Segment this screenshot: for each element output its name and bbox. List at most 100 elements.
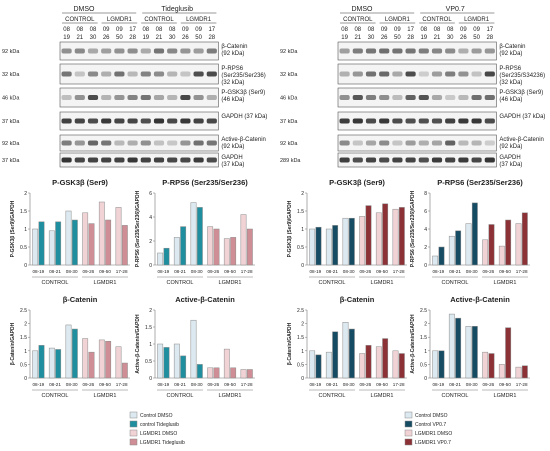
blot-band	[114, 95, 125, 100]
blot-drug-header: VP0.7	[446, 6, 465, 13]
blot-band	[379, 157, 390, 163]
bar-chart: Active-β-Catenin 0 0.5 1 1.5 2 Active-β-Cateni…	[135, 295, 255, 399]
blot-row-label: P-GSK3β (Ser9)	[221, 90, 265, 96]
x-tick-label: 09-26	[82, 269, 94, 274]
x-tick-label: 17-28	[116, 269, 128, 274]
bar-chart: P-RPS6 (Ser235/Ser236) 0 2 4 6 8 P-RPS6 (Ser23…	[410, 178, 530, 286]
y-tick-label: 2	[24, 191, 27, 197]
y-tick-label: 1	[301, 227, 304, 233]
blot-band	[471, 157, 482, 163]
bar-dmso	[65, 324, 72, 379]
blot-row-label: (Ser235/S34236)	[499, 73, 545, 79]
blot-membrane	[59, 134, 219, 152]
blot-band	[392, 157, 403, 163]
bar-chart: P-GSK3β (Ser9) 0 0.5 1 1.5 2 P-GSK3β (Ser9)/GA…	[10, 178, 130, 286]
bar-dmso	[465, 223, 472, 266]
blot-lane-label: 21	[434, 35, 441, 41]
blot-band	[484, 140, 495, 146]
blot-band	[153, 71, 165, 77]
bar-drug	[71, 219, 78, 266]
legend-label: LGMDR1 DMSO	[140, 431, 177, 437]
bar-drug	[315, 226, 322, 266]
y-tick-label: 1.5	[420, 335, 427, 341]
blot-band	[392, 95, 403, 100]
blot-band	[206, 118, 217, 124]
blot-band	[445, 95, 456, 100]
blot-membrane	[59, 111, 219, 131]
bar-dmso	[82, 212, 89, 266]
blot-band	[431, 48, 443, 54]
blot-lane-label: 09	[182, 27, 189, 33]
blot-band	[352, 157, 363, 163]
x-tick-label: 09-50	[499, 382, 511, 387]
blot-band	[193, 118, 204, 124]
blot-lane-label: 09	[460, 27, 467, 33]
x-tick-label: 08-30	[466, 269, 478, 274]
blot-lane-label: 30	[90, 35, 97, 41]
blot-lane-label: 19	[142, 35, 149, 41]
blot-band	[352, 118, 363, 124]
blot-lane-label: 08	[341, 27, 348, 33]
bar-drug	[471, 202, 478, 266]
blot-kda-marker: 92 kDa	[280, 49, 298, 55]
legend: Control DMSO control Tideglusib LGMDR1 DMS…	[129, 411, 185, 446]
y-tick-label: 2	[149, 308, 152, 314]
bar-drug	[455, 317, 462, 379]
x-tick-label: 08-30	[66, 269, 78, 274]
blot-band	[458, 71, 469, 77]
blot-band	[140, 140, 151, 146]
chart-title: Active-β-Catenin	[450, 295, 510, 304]
y-tick-label: 1.5	[20, 209, 27, 215]
blot-band	[193, 157, 204, 163]
blot-lane-label: 08	[447, 27, 454, 33]
bar-drug	[348, 217, 355, 266]
y-tick-label: 0	[424, 376, 427, 382]
blot-band	[140, 118, 151, 124]
y-axis-label: P-RPS6 (Ser235/Ser236)/GAPDH	[410, 190, 416, 267]
blot-lane-label: 08	[368, 27, 375, 33]
y-tick-label: 1	[24, 349, 27, 355]
y-tick-label: 1	[424, 349, 427, 355]
x-tick-label: 08-30	[343, 382, 355, 387]
blot-lane-label: 09	[394, 27, 401, 33]
group-label-lgmdr1: LGMDR1	[219, 280, 242, 286]
blot-kda-marker: 92 kDa	[280, 141, 298, 147]
y-tick-label: 0	[149, 376, 152, 382]
y-tick-label: 1	[24, 227, 27, 233]
legend: Control DMSO Control VP0.7 LGMDR1 DMSO LGMD…	[404, 411, 452, 446]
x-tick-label: 08-19	[32, 382, 44, 387]
blot-row-label: (92 kDa)	[499, 51, 522, 57]
blot-band	[379, 118, 390, 124]
bar-dmso	[207, 367, 214, 379]
bar-dmso	[498, 245, 505, 266]
blot-band	[114, 157, 125, 163]
blot-band	[392, 48, 403, 54]
x-tick-label: 09-26	[359, 382, 371, 387]
blot-membrane	[59, 152, 219, 168]
blot-lane-label: 28	[486, 35, 493, 41]
group-label-lgmdr1: LGMDR1	[219, 393, 242, 399]
group-label-control: CONTROL	[42, 280, 69, 286]
bar-drug	[71, 328, 78, 379]
blot-band	[180, 95, 191, 100]
bar-drug	[213, 228, 220, 266]
bar-drug	[382, 338, 389, 379]
x-tick-label: 09-26	[482, 382, 494, 387]
y-tick-label: 0.5	[20, 245, 27, 251]
blot-band	[471, 118, 482, 124]
group-label-control: CONTROL	[42, 393, 69, 399]
blot-band	[471, 71, 482, 77]
x-tick-label: 17-28	[241, 382, 253, 387]
blot-lgmdr1-header: LGMDR1	[385, 17, 411, 23]
bar-dmso	[223, 238, 230, 266]
blot-row-label: (32 kDa)	[221, 80, 244, 86]
bar-dmso	[392, 208, 399, 266]
legend-label: LGMDR1 Tideglusib	[140, 440, 185, 446]
y-tick-label: 6	[149, 191, 152, 197]
x-tick-label: 09-50	[224, 269, 236, 274]
blot-band	[180, 118, 191, 124]
blot-control-header: CONTROL	[422, 17, 452, 23]
blot-membrane	[59, 63, 219, 85]
x-tick-label: 17-28	[393, 269, 405, 274]
blot-band	[127, 118, 138, 124]
